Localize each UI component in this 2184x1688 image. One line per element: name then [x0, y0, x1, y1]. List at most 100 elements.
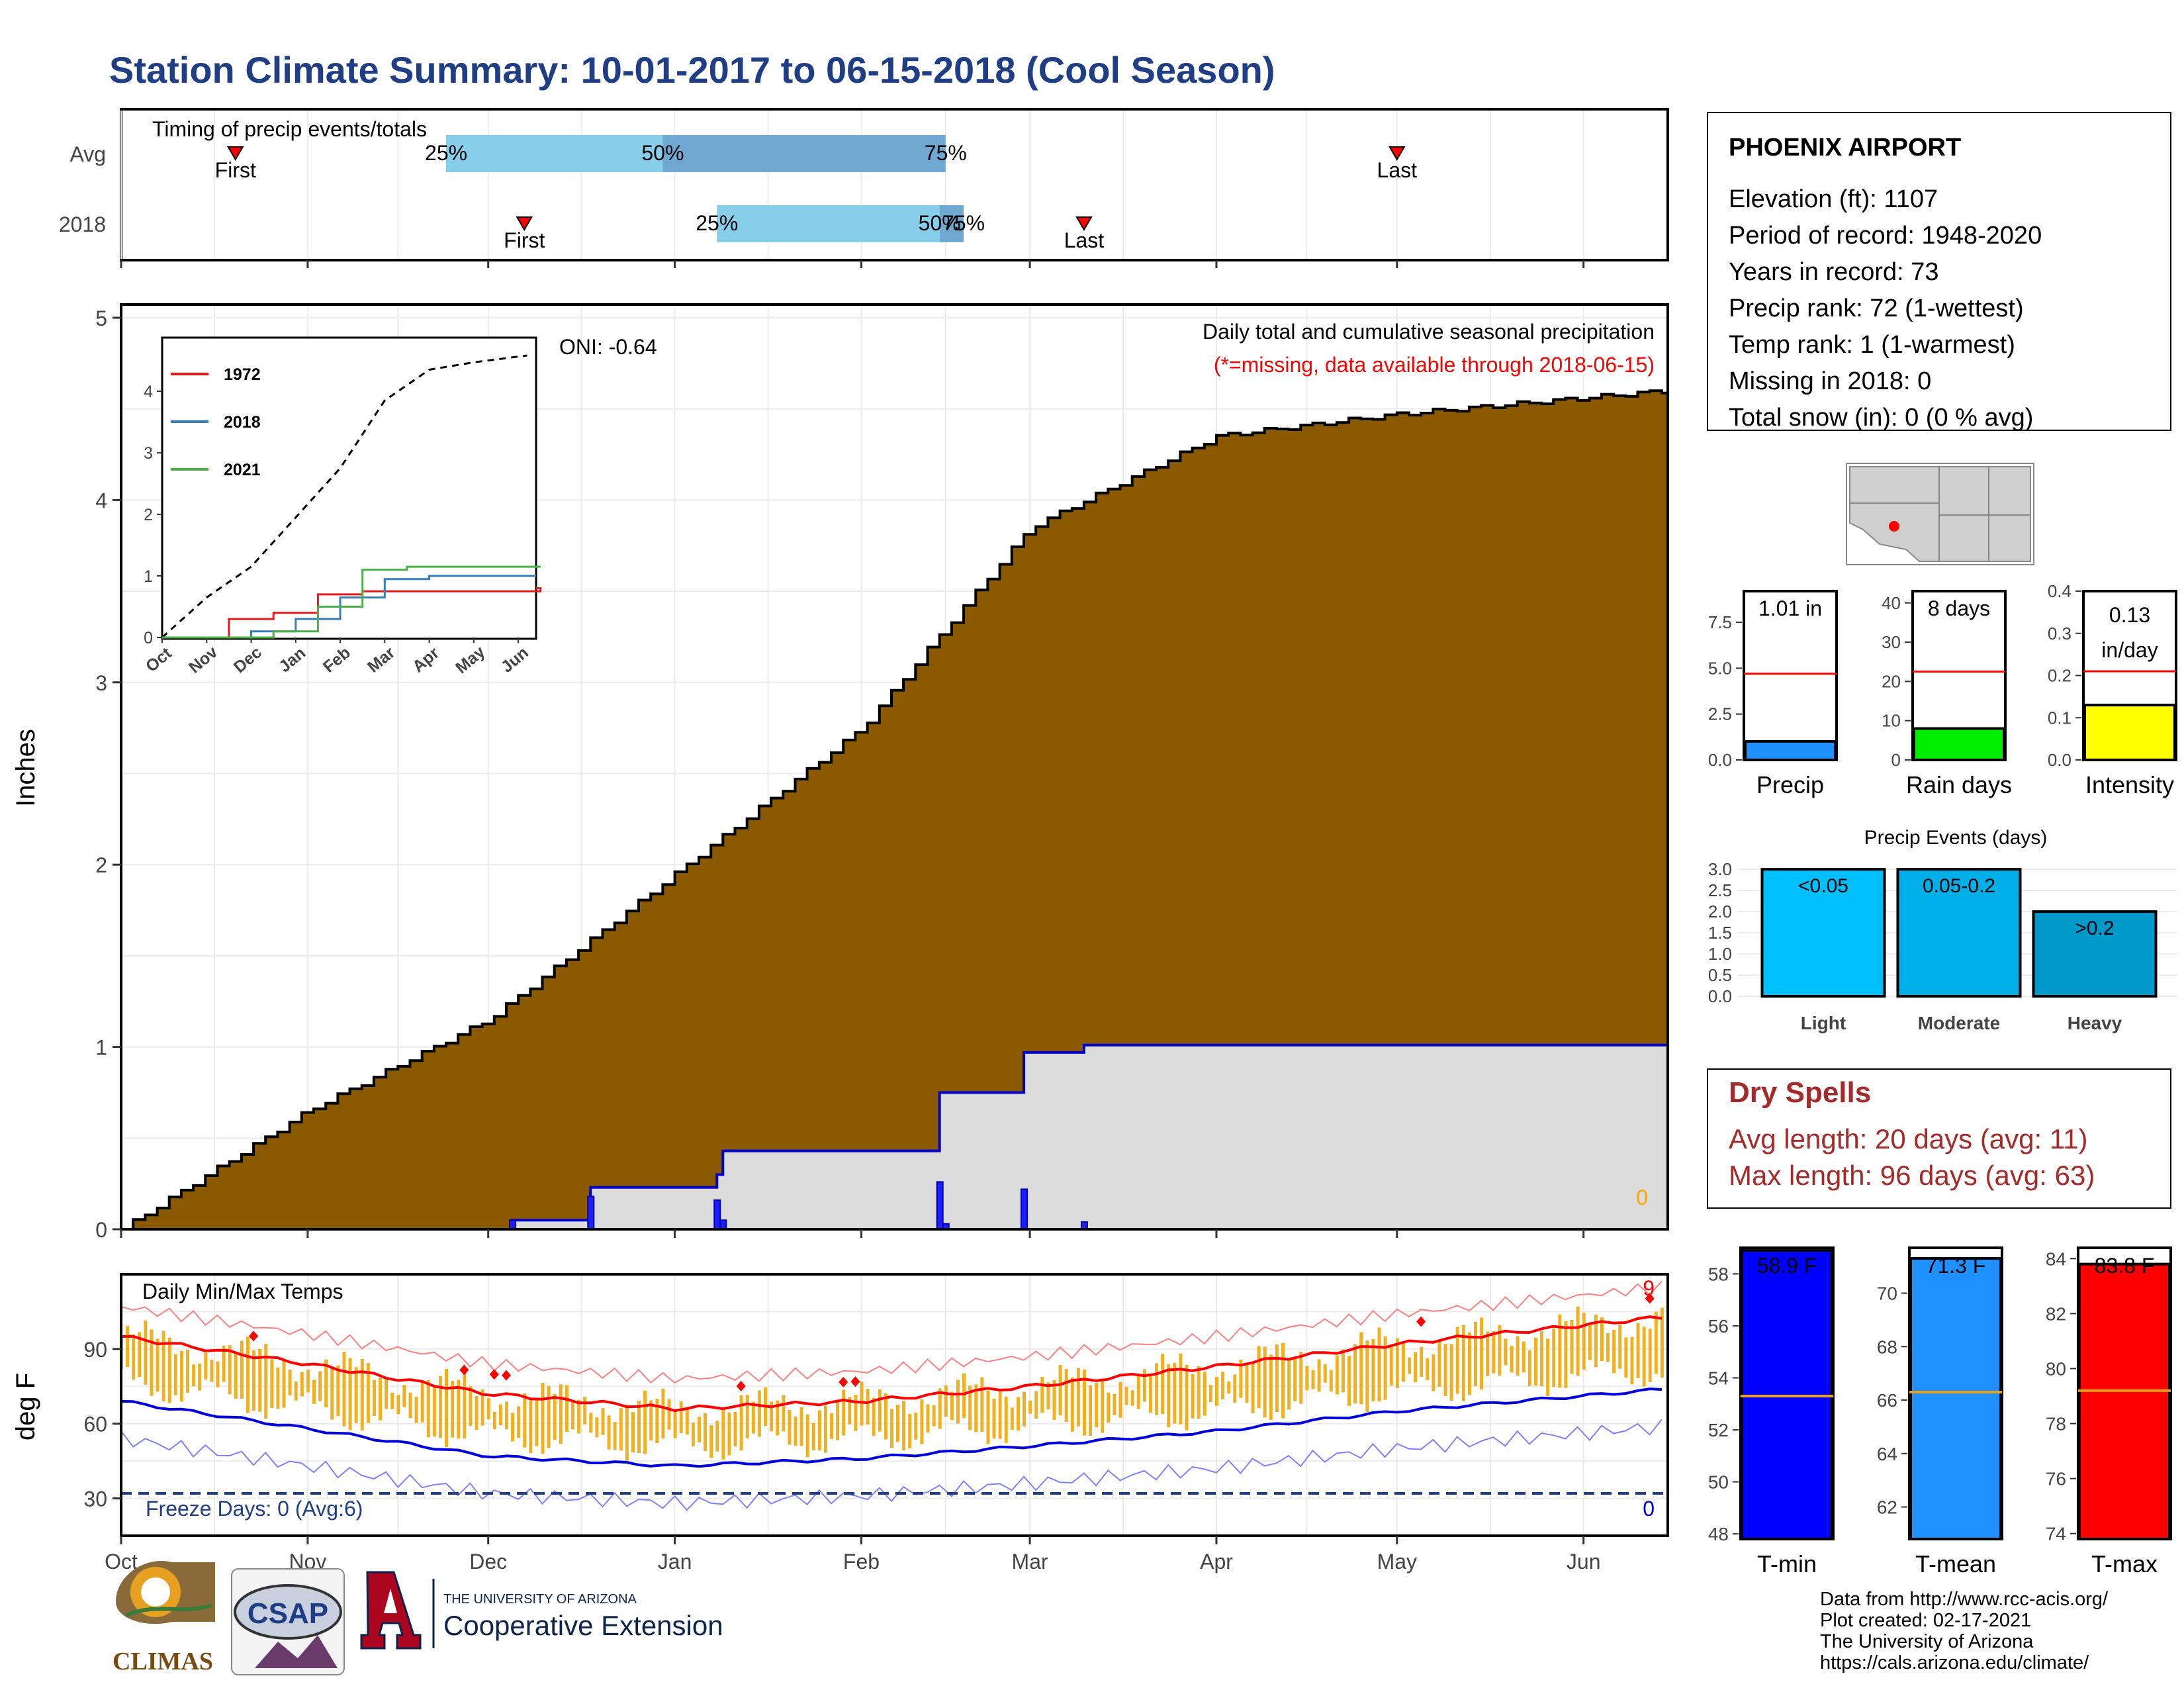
temp-value-bar [2078, 1262, 2171, 1540]
mini-value-label: 8 days [1928, 596, 1990, 620]
daily-temp-bar [312, 1380, 316, 1404]
record-high-line [120, 1280, 1662, 1384]
daily-temp-bar [770, 1401, 774, 1432]
daily-precip-bar [936, 1181, 944, 1230]
record-high-marker [850, 1376, 860, 1387]
daily-temp-bar [1208, 1385, 1212, 1403]
daily-temp-bar [1245, 1364, 1249, 1403]
daily-temp-bar [1173, 1362, 1177, 1424]
mini-value-bar [1744, 740, 1837, 762]
events-bar-moderate [1896, 868, 2022, 998]
daily-temp-bar [751, 1401, 755, 1434]
freeze-days: Freeze Days: 0 (Avg:6) [146, 1497, 363, 1521]
precip-ytick-label: 3 [95, 671, 107, 695]
record-high-marker [1645, 1293, 1655, 1304]
daily-temp-bar [974, 1384, 978, 1432]
daily-temp-bar [1612, 1330, 1616, 1374]
daily-temp-bar [1600, 1317, 1604, 1362]
daily-temp-bar [589, 1413, 593, 1433]
timing-row-2018: 2018 [59, 212, 106, 236]
daily-temp-bar [402, 1385, 406, 1407]
daily-temp-bar [270, 1359, 274, 1408]
daily-temp-bar [1606, 1333, 1610, 1362]
daily-temp-bar [992, 1398, 996, 1439]
events-category-label: Light [1801, 1013, 1846, 1033]
daily-temp-bar [240, 1340, 244, 1399]
daily-temp-bar [1028, 1400, 1032, 1414]
daily-temp-bar [138, 1332, 142, 1378]
record-low-line [120, 1419, 1662, 1511]
precip-panel: 0 1 2 3 4 5 Inches Daily total and cumulative… [11, 303, 1669, 1242]
inset-legend-label: 2021 [224, 461, 261, 479]
daily-temp-bar [1263, 1346, 1267, 1418]
footer-line-1: Data from http://www.rcc-acis.org/ [1820, 1589, 2109, 1610]
temp-bar-ytick-label: 76 [2046, 1469, 2066, 1489]
precip-ytick-label: 5 [95, 306, 107, 330]
daily-temp-bar [222, 1345, 226, 1382]
daily-temp-bar [1023, 1391, 1026, 1427]
inset-series-2021 [162, 565, 541, 639]
daily-temp-bar [1082, 1370, 1086, 1436]
daily-temp-bar [330, 1367, 334, 1420]
daily-temp-bar [445, 1369, 449, 1447]
daily-temp-bar [619, 1408, 623, 1451]
daily-temp-bar [1305, 1366, 1309, 1391]
daily-temp-bar [1142, 1369, 1146, 1402]
daily-temp-bar [1227, 1381, 1231, 1394]
daily-temp-bar [1167, 1364, 1171, 1428]
daily-temp-bar [1401, 1342, 1405, 1382]
daily-temp-bar [126, 1325, 130, 1368]
daily-temp-bar [179, 1350, 183, 1402]
daily-temp-bar [498, 1404, 502, 1426]
daily-temp-bar [685, 1407, 689, 1435]
footer-line-3: The University of Arizona [1820, 1631, 2034, 1652]
inset-avg-curve [161, 354, 527, 639]
daily-temp-bar [1161, 1354, 1165, 1415]
timing-last-label: Last [1064, 228, 1105, 252]
month-label: Mar [1012, 1550, 1048, 1573]
month-label: May [1377, 1550, 1417, 1573]
daily-temp-bar [1269, 1354, 1273, 1420]
mini-chart-intensity: 0.0 0.1 0.2 0.3 0.4 0.13 in/day Intensity [2048, 581, 2177, 798]
daily-temp-bar [426, 1380, 430, 1438]
daily-precip-bar [509, 1219, 517, 1230]
daily-temp-bar [1323, 1364, 1327, 1383]
csap-logo-text: CSAP [248, 1597, 328, 1630]
dry-spells-max: Max length: 96 days (avg: 63) [1729, 1160, 2095, 1191]
daily-temp-bar [643, 1390, 647, 1454]
mini-chart-rain-days: 0 10 20 30 40 8 days Rain days [1882, 590, 2012, 798]
daily-temp-bar [986, 1390, 990, 1444]
record-high-marker [249, 1331, 259, 1342]
daily-temp-bar [1426, 1358, 1430, 1380]
daily-temp-bar [908, 1414, 912, 1449]
daily-temp-bar [1558, 1314, 1562, 1388]
daily-temp-bar [216, 1361, 220, 1387]
daily-temp-bar [438, 1376, 442, 1438]
daily-temp-bar [757, 1390, 761, 1437]
daily-temp-bar [673, 1409, 677, 1438]
daily-temp-bar [1630, 1336, 1634, 1385]
timing-last-marker [1075, 216, 1093, 231]
daily-temp-bar [1383, 1336, 1387, 1400]
timing-first-label: First [504, 228, 545, 252]
university-of-arizona-logo: THE UNIVERSITY OF ARIZONA Cooperative Ex… [360, 1571, 723, 1650]
daily-temp-bar [324, 1359, 328, 1408]
daily-temp-bar [902, 1401, 906, 1451]
daily-temp-bar [150, 1329, 154, 1396]
temp-bar-ytick-label: 74 [2046, 1524, 2066, 1544]
climas-logo-text: CLIMAS [113, 1648, 213, 1675]
record-high-count: 9 [1643, 1276, 1655, 1300]
daily-temp-bar [1299, 1352, 1303, 1404]
inset-ytick-label: 3 [144, 444, 153, 463]
daily-temp-bar [276, 1367, 280, 1409]
mini-chart-precip: 0.0 2.5 5.0 7.5 1.01 in Precip [1708, 590, 1838, 798]
daily-temp-bar [745, 1394, 749, 1438]
daily-temp-bar [872, 1397, 876, 1436]
daily-temp-bar [956, 1380, 960, 1424]
mini-ytick-label: 0.2 [2048, 666, 2071, 686]
daily-temp-bar [559, 1384, 563, 1444]
daily-temp-bar [926, 1404, 930, 1433]
station-info-line: Precip rank: 72 (1-wettest) [1729, 295, 2024, 322]
daily-temp-bar [348, 1358, 352, 1430]
